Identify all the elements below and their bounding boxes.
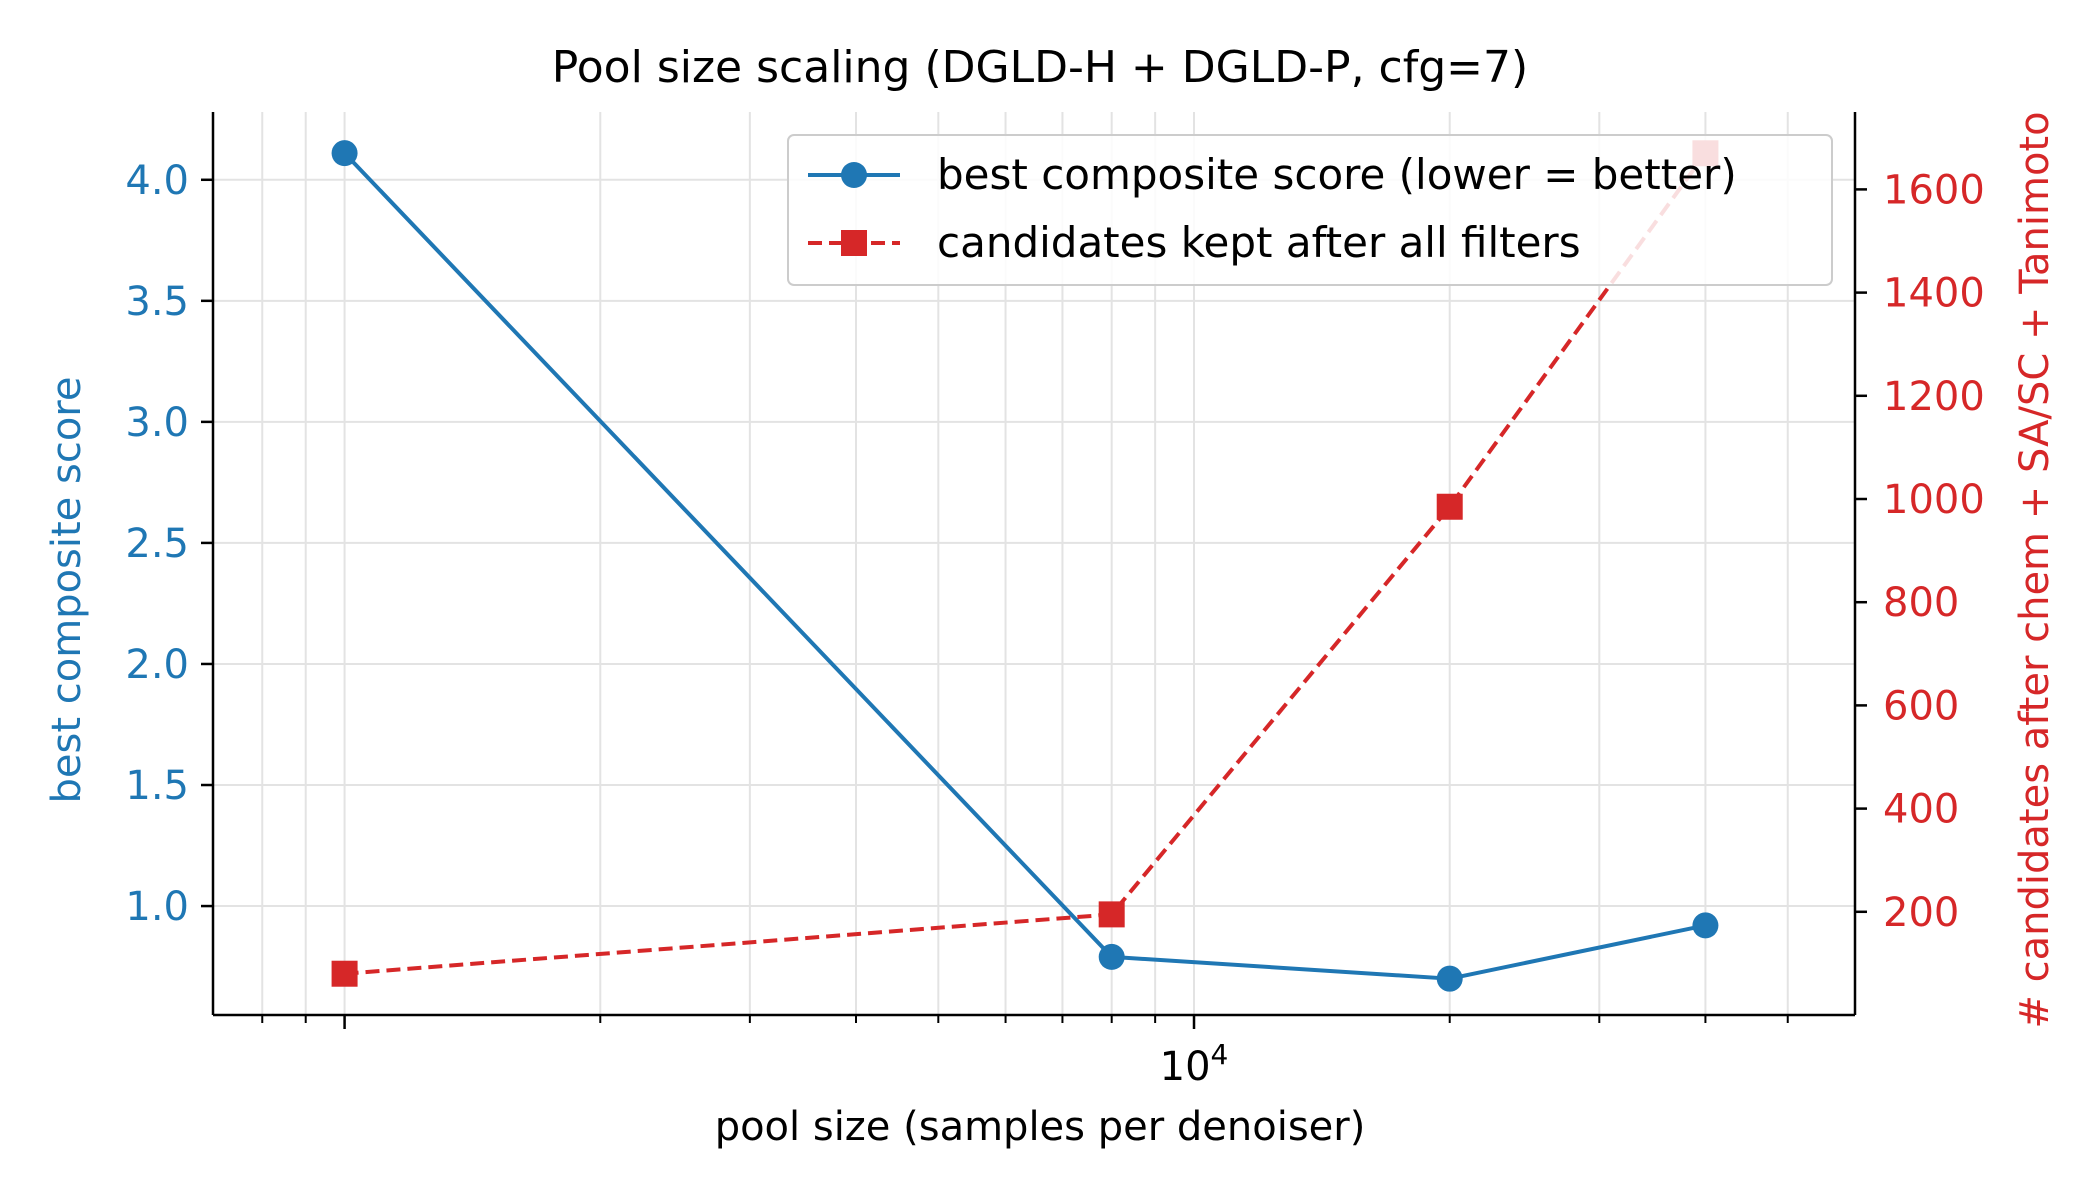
- y-tick-label-right: 200: [1883, 890, 1959, 936]
- y-tick-label-right: 600: [1883, 683, 1959, 729]
- x-tick-label: 104: [1160, 1038, 1229, 1090]
- axes: [201, 112, 1867, 1029]
- series: [331, 140, 1719, 992]
- y-axis-label-left: best composite score: [44, 377, 90, 804]
- y-tick-label-right: 1200: [1883, 374, 1985, 420]
- data-point-0: [1436, 965, 1463, 992]
- data-point-1: [331, 960, 358, 987]
- chart-title: Pool size scaling (DGLD-H + DGLD-P, cfg=…: [552, 42, 1528, 93]
- series-line-1: [344, 152, 1708, 976]
- data-point-1: [1436, 493, 1463, 520]
- series-line-0: [343, 151, 1706, 981]
- legend-marker-score: [841, 162, 867, 188]
- data-point-1: [1098, 901, 1125, 928]
- data-point-0: [1098, 943, 1125, 970]
- y-tick-label-right: 1400: [1883, 271, 1985, 317]
- y-tick-label-right: 1600: [1883, 167, 1985, 213]
- legend-marker-candidates: [841, 230, 867, 256]
- legend-label-candidates: candidates kept after all filters: [937, 218, 1581, 267]
- y-axis-label-right: # candidates after chem + SA/SC + Tanimo…: [2012, 111, 2058, 1028]
- legend-frame: [787, 134, 1833, 286]
- data-point-0: [1692, 912, 1719, 939]
- y-tick-label-left: 4.0: [125, 158, 189, 204]
- y-tick-label-left: 2.5: [125, 521, 189, 567]
- y-tick-label-right: 800: [1883, 580, 1959, 626]
- y-tick-label-left: 2.0: [125, 642, 189, 688]
- y-tick-label-right: 400: [1883, 787, 1959, 833]
- legend: best composite score (lower = better) ca…: [787, 134, 1833, 286]
- y-tick-label-left: 1.5: [125, 763, 189, 809]
- data-point-0: [331, 140, 358, 167]
- y-tick-label-right: 1000: [1883, 477, 1985, 523]
- tick-labels: 1.0 1.5 2.0 2.5 3.0 3.5 4.0 200 400 600 800 1000 120…: [125, 158, 1984, 1090]
- legend-label-score: best composite score (lower = better): [937, 150, 1737, 199]
- y-tick-label-left: 3.0: [125, 400, 189, 446]
- y-tick-label-left: 3.5: [125, 279, 189, 325]
- x-axis-label: pool size (samples per denoiser): [715, 1104, 1366, 1150]
- y-tick-label-left: 1.0: [125, 884, 189, 930]
